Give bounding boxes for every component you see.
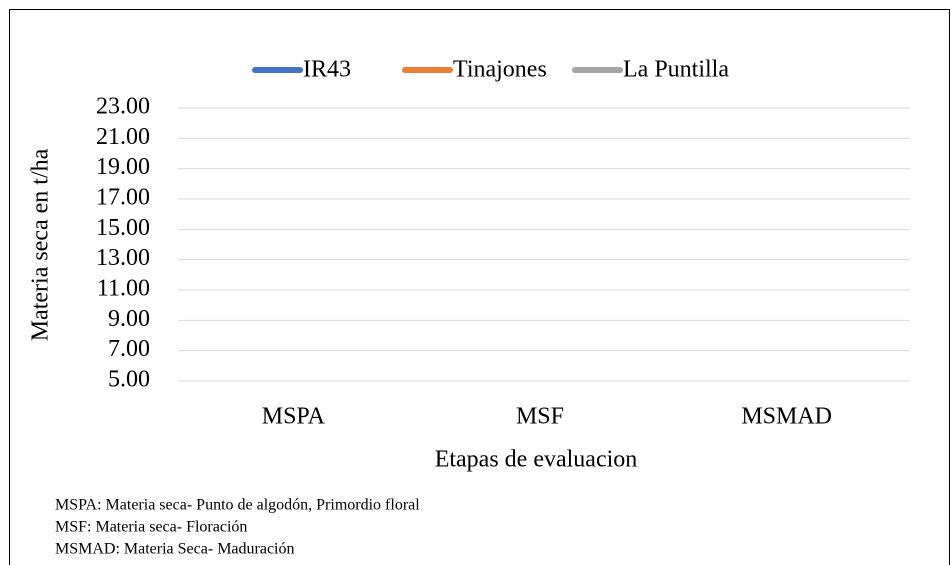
y-tick-label: 9.00 bbox=[108, 306, 150, 332]
x-tick-label: MSF bbox=[516, 404, 564, 430]
y-tick-label: 13.00 bbox=[96, 245, 150, 271]
y-axis-title: Materia seca en t/ha bbox=[28, 148, 54, 341]
x-tick-label: MSMAD bbox=[741, 404, 832, 430]
note: MSMAD: Materia Seca- Maduración bbox=[55, 541, 295, 558]
x-axis-title: Etapas de evaluacion bbox=[435, 447, 638, 473]
legend-label: IR43 bbox=[303, 57, 351, 83]
y-tick-label: 21.00 bbox=[96, 124, 150, 150]
chart-border bbox=[9, 9, 950, 565]
note: MSPA: Materia seca- Punto de algodón, Pr… bbox=[55, 497, 420, 514]
legend-label: La Puntilla bbox=[623, 57, 729, 83]
x-tick-label: MSPA bbox=[262, 404, 326, 430]
y-tick-label: 11.00 bbox=[97, 276, 150, 302]
note: MSF: Materia seca- Floración bbox=[55, 519, 247, 536]
y-tick-label: 19.00 bbox=[96, 154, 150, 180]
y-tick-label: 17.00 bbox=[96, 185, 150, 211]
y-tick-label: 15.00 bbox=[96, 215, 150, 241]
y-tick-label: 5.00 bbox=[108, 367, 150, 393]
legend-label: Tinajones bbox=[453, 57, 547, 83]
y-tick-label: 23.00 bbox=[96, 94, 150, 120]
y-tick-label: 7.00 bbox=[108, 336, 150, 362]
